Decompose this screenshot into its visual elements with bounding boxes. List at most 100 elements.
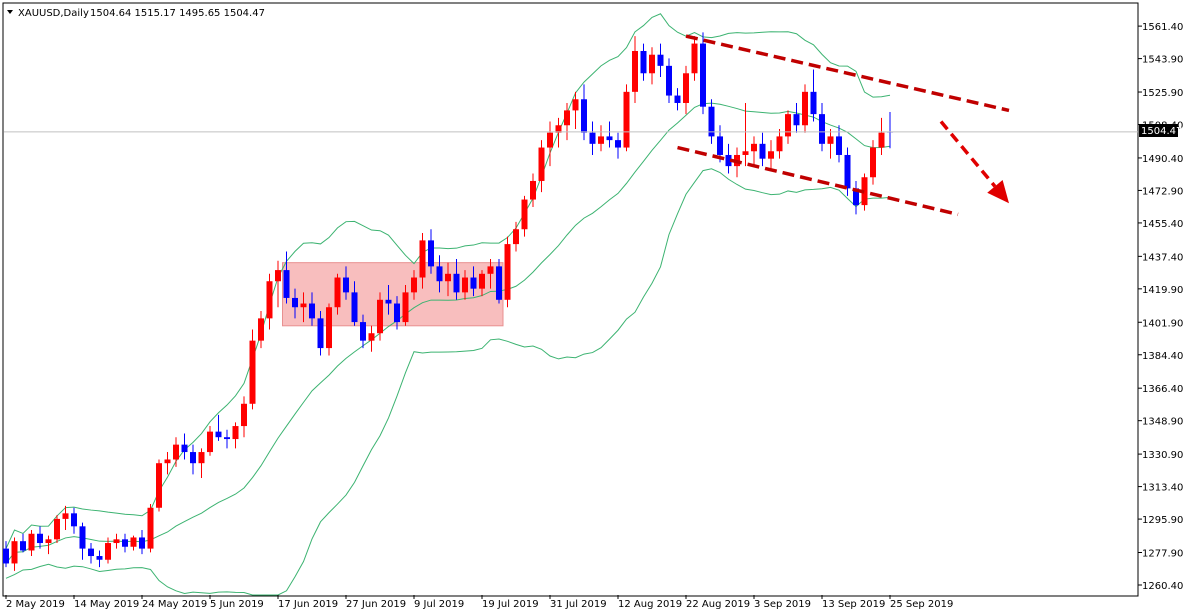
- candle-body: [470, 277, 477, 289]
- band-lower-line: [5, 168, 891, 596]
- channel-upper-line: [685, 34, 1010, 113]
- candle-body: [513, 229, 519, 245]
- x-tick-label: 24 May 2019: [142, 599, 207, 610]
- candle-body: [11, 541, 18, 564]
- y-tick-label: 1313.40: [1142, 483, 1183, 494]
- candle-body: [810, 91, 817, 115]
- candle-body: [487, 266, 494, 274]
- candle-body: [649, 54, 655, 74]
- y-tick-label: 1366.40: [1142, 384, 1183, 395]
- candle-body: [28, 533, 35, 551]
- current-price-box: [1139, 124, 1178, 137]
- x-tick-label: 13 Sep 2019: [822, 599, 885, 610]
- candle-body: [785, 114, 791, 137]
- ohlc-values: 1504.64 1515.17 1495.65 1504.47: [90, 8, 265, 19]
- candle-body: [878, 132, 885, 148]
- y-tick-label: 1260.40: [1142, 581, 1183, 592]
- candle-body: [657, 54, 664, 66]
- candle-body: [479, 273, 485, 289]
- candle-body: [96, 556, 103, 560]
- candle-body: [674, 95, 681, 103]
- candle-body: [368, 333, 375, 341]
- candle-body: [224, 437, 230, 440]
- candle-body: [742, 151, 749, 155]
- candle-body: [700, 43, 706, 107]
- candle-body: [71, 513, 77, 527]
- candle-body: [394, 303, 400, 323]
- candles-layer: [3, 32, 893, 571]
- candle-body: [521, 199, 528, 230]
- candle-body: [402, 292, 409, 323]
- y-axis: 1561.401543.901525.901508.401490.401472.…: [1138, 22, 1183, 592]
- candle-body: [181, 444, 188, 453]
- candle-body: [419, 240, 426, 278]
- y-tick-label: 1295.90: [1142, 515, 1183, 526]
- candle-body: [275, 270, 281, 282]
- candle-body: [249, 340, 256, 404]
- candle-body: [538, 147, 545, 181]
- candle-body: [453, 273, 460, 293]
- y-tick-label: 1277.90: [1142, 549, 1183, 560]
- candle-body: [385, 299, 392, 304]
- consolidation-box-layer: [282, 262, 504, 327]
- chart-header: XAUUSD,Daily 1504.64 1515.17 1495.65 150…: [7, 8, 265, 19]
- candle-body: [258, 318, 264, 341]
- candle-body: [836, 136, 842, 155]
- candle-body: [759, 143, 766, 159]
- trend-arrow-head-icon: [987, 179, 1009, 204]
- candle-body: [164, 459, 171, 464]
- candle-body: [632, 50, 638, 92]
- candle-body: [241, 403, 247, 427]
- candle-body: [819, 114, 825, 144]
- y-tick-label: 1330.90: [1142, 450, 1183, 461]
- x-tick-label: 9 Jul 2019: [414, 599, 464, 610]
- x-tick-label: 25 Sep 2019: [890, 599, 953, 610]
- candle-body: [79, 526, 86, 549]
- x-tick-label: 3 Sep 2019: [754, 599, 811, 610]
- x-tick-label: 14 May 2019: [74, 599, 139, 610]
- candle-body: [870, 147, 876, 178]
- candle-body: [88, 548, 94, 557]
- x-axis: 2 May 2019 14 May 2019 24 May 2019 5 Jun 20…: [5, 595, 953, 610]
- band-upper-line: [5, 13, 891, 549]
- candle-body: [504, 244, 511, 300]
- trend-arrow-shaft: [939, 120, 997, 188]
- y-tick-label: 1561.40: [1142, 22, 1183, 33]
- candle-body: [640, 50, 647, 74]
- plot-background: [2, 2, 1139, 597]
- x-tick-label: 17 Jun 2019: [278, 599, 338, 610]
- y-tick-label: 1472.90: [1142, 186, 1183, 197]
- candle-body: [581, 99, 587, 133]
- candle-body: [445, 273, 451, 282]
- candle-body: [198, 452, 205, 464]
- candle-body: [351, 292, 358, 323]
- candle-body: [207, 431, 213, 453]
- annotations-layer: [4, 34, 1138, 217]
- symbol-timeframe: XAUUSD,Daily: [18, 8, 89, 19]
- candle-body: [615, 140, 621, 148]
- candle-body: [292, 297, 298, 308]
- candle-body: [462, 277, 468, 293]
- candle-body: [436, 266, 443, 282]
- candle-body: [844, 154, 851, 189]
- current-price-marker: 1504.47: [1139, 124, 1182, 137]
- y-tick-label: 1437.40: [1142, 252, 1183, 263]
- x-tick-label: 22 Aug 2019: [686, 599, 750, 610]
- candle-body: [215, 431, 222, 438]
- candle-body: [139, 537, 145, 549]
- y-tick-label: 1525.90: [1142, 88, 1183, 99]
- candle-body: [428, 240, 434, 267]
- candle-body: [717, 136, 723, 155]
- candle-body: [530, 180, 536, 200]
- candle-body: [589, 132, 596, 144]
- candle-body: [37, 533, 43, 544]
- candle-body: [283, 270, 290, 298]
- candle-body: [20, 541, 26, 551]
- candle-body: [606, 136, 613, 141]
- candle-body: [411, 277, 417, 293]
- collapse-triangle-icon[interactable]: [7, 10, 13, 14]
- candle-body: [768, 151, 774, 159]
- candle-body: [62, 513, 69, 519]
- candle-body: [232, 426, 239, 440]
